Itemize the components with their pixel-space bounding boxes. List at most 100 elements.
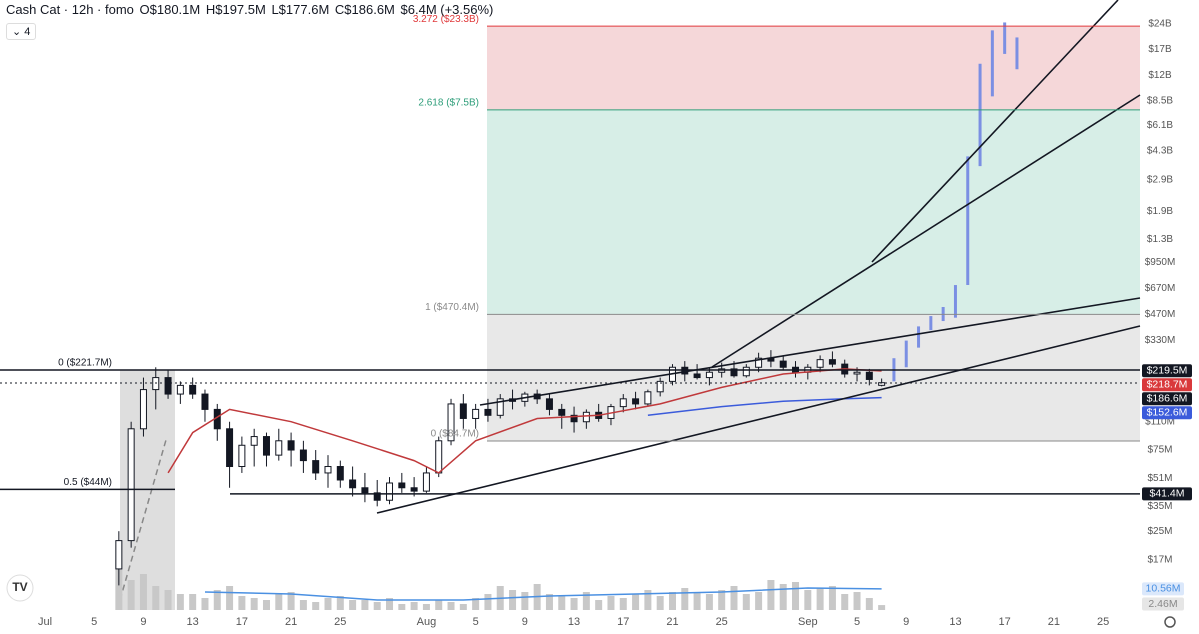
- candle-body: [262, 436, 270, 456]
- trendlines: [376, 0, 1141, 514]
- ohlc: C$186.6M: [334, 2, 395, 17]
- volume-bar: [312, 602, 320, 610]
- ohlc: H$197.5M: [205, 2, 266, 17]
- volume-bar: [152, 586, 160, 610]
- volume-bar: [656, 596, 664, 610]
- volume-bar: [582, 592, 590, 610]
- candle-body: [755, 357, 763, 368]
- candle-body: [718, 368, 726, 373]
- volume-bar: [349, 600, 357, 610]
- candle-body: [779, 360, 787, 368]
- volume-bar: [324, 598, 332, 610]
- change: $6.4M (+3.56%): [400, 2, 494, 17]
- legend-header: Cash Cat · 12h · fomo O$180.1M H$197.5M …: [6, 2, 495, 17]
- candle-body: [865, 371, 873, 380]
- price-label-bg: [1142, 406, 1192, 420]
- y-tick-label: $17B: [1148, 44, 1172, 55]
- indicator-toggle[interactable]: ⌄ 4: [6, 23, 37, 40]
- candle-body: [792, 366, 800, 373]
- volume-bar: [755, 592, 763, 610]
- x-tick-label: 17: [999, 616, 1011, 628]
- volume-bar: [115, 560, 123, 610]
- candle-body: [127, 428, 135, 542]
- candle-body: [570, 414, 578, 423]
- candle-body: [521, 393, 529, 402]
- candle-body: [410, 487, 418, 492]
- candle-body: [398, 482, 406, 489]
- candle-body: [164, 377, 172, 395]
- volume-bar: [828, 586, 836, 610]
- volume-bar: [607, 596, 615, 610]
- backgrounds: [487, 26, 1140, 442]
- price-label-bg: [1142, 378, 1192, 392]
- fib-label: 0 ($84.7M): [431, 429, 479, 440]
- x-tick-label: 25: [716, 616, 728, 628]
- candle-body: [509, 398, 517, 402]
- volume-bar: [705, 594, 713, 610]
- symbol: Cash Cat · 12h · fomo: [6, 2, 134, 17]
- volume-bar: [804, 590, 812, 610]
- candle-body: [681, 366, 689, 375]
- y-tick-label: $2.9B: [1147, 175, 1173, 186]
- price-label: $219.5M: [1147, 364, 1188, 376]
- ohlc: O$180.1M: [139, 2, 201, 17]
- x-tick-label: 9: [903, 616, 909, 628]
- y-tick-label: $24B: [1148, 19, 1172, 30]
- price-label: $186.6M: [1147, 392, 1188, 404]
- candle-body: [767, 357, 775, 362]
- candle-body: [693, 373, 701, 379]
- fib-label: 1 ($470.4M): [425, 302, 479, 313]
- candle-body: [176, 384, 184, 395]
- settings-icon[interactable]: [1164, 616, 1176, 628]
- y-tick-label: $4.3B: [1147, 146, 1173, 157]
- trendline: [871, 0, 1119, 263]
- candle-body: [742, 366, 750, 377]
- axes: 3.272 ($23.3B)2.618 ($7.5B)1 ($470.4M)0 …: [0, 14, 1192, 628]
- volume-bar: [176, 594, 184, 610]
- candle-body: [730, 368, 738, 377]
- tv-logo: TV: [6, 574, 34, 602]
- volume-bar: [545, 594, 553, 610]
- x-tick-label: Sep: [798, 616, 818, 628]
- candle-body: [619, 398, 627, 408]
- candle-body: [336, 466, 344, 481]
- candle-body: [139, 389, 147, 430]
- candle-body: [299, 449, 307, 462]
- y-tick-label: $51M: [1147, 473, 1172, 484]
- volume-bar: [619, 598, 627, 610]
- candle-body: [607, 406, 615, 419]
- candle-body: [632, 398, 640, 405]
- candle-body: [189, 384, 197, 395]
- y-tick-label: $950M: [1145, 257, 1176, 268]
- trendline: [479, 297, 1141, 406]
- trendline: [376, 325, 1141, 514]
- launch-zone: [120, 370, 175, 610]
- volume-bar: [644, 590, 652, 610]
- volume-bar: [459, 604, 467, 610]
- candle-body: [422, 472, 430, 492]
- x-tick-label: 5: [854, 616, 860, 628]
- candle-body: [226, 428, 234, 468]
- candle-body: [435, 440, 443, 474]
- candle-body: [324, 466, 332, 474]
- volume-bar: [127, 580, 135, 610]
- fib-label: 0 ($221.7M): [58, 358, 112, 369]
- fib-zone: [487, 314, 1140, 442]
- volume-bar: [496, 586, 504, 610]
- volume-bar: [386, 598, 394, 610]
- x-tick-label: 21: [1048, 616, 1060, 628]
- volume-bar: [447, 602, 455, 610]
- candle-body: [447, 403, 455, 442]
- volume-bar: [816, 588, 824, 610]
- y-tick-label: $1.3B: [1147, 234, 1173, 245]
- volume-bar: [792, 582, 800, 610]
- x-tick-label: 25: [334, 616, 346, 628]
- volume-bar: [398, 604, 406, 610]
- moving-average: [647, 396, 882, 417]
- volume-bar: [632, 594, 640, 610]
- candle-body: [361, 487, 369, 494]
- svg-text:TV: TV: [12, 580, 27, 594]
- y-tick-label: $670M: [1145, 283, 1176, 294]
- volume-bar: [595, 600, 603, 610]
